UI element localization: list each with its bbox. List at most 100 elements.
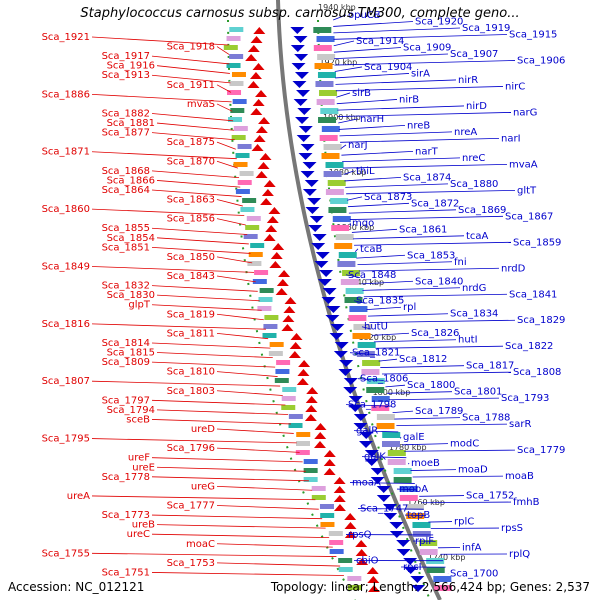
forward-gene-arrow <box>259 153 272 160</box>
reverse-leader-line <box>381 371 512 375</box>
reverse-gene-label: Sca_1779 <box>517 445 565 456</box>
reverse-leader-line <box>349 215 504 220</box>
kbp-labels: 1940 kbp 1920 kbp 1900 kbp 1880 kbp 1860 kbp… <box>316 2 476 563</box>
feature-box <box>399 495 418 501</box>
kbp-label-bg <box>356 332 407 343</box>
reverse-gene-label: Sca_1872 <box>411 198 459 209</box>
reverse-gene-label: rplC <box>454 517 474 528</box>
forward-gene-arrow <box>247 45 260 52</box>
forward-gene-label: Sca_1751 <box>102 567 150 578</box>
forward-gene-arrow <box>251 144 264 151</box>
forward-leader-line <box>216 199 243 207</box>
reverse-gene-arrow <box>322 288 337 295</box>
forward-leader-line <box>151 170 240 179</box>
reverse-gene-label: narI <box>501 133 521 144</box>
feature-box <box>320 513 335 518</box>
reverse-gene-label: Sca_1700 <box>450 569 498 580</box>
feature-box <box>332 216 351 222</box>
reverse-leader-line <box>362 287 461 291</box>
reverse-gene-label: Sca_1873 <box>364 192 412 203</box>
forward-leader-line <box>216 313 264 321</box>
reverse-leader-line <box>373 339 457 343</box>
forward-gene-arrow <box>252 99 265 106</box>
forward-leader-line <box>151 113 234 122</box>
kbp-label: 1800 kbp <box>373 388 411 397</box>
forward-gene-label: Sca_1755 <box>42 548 90 559</box>
forward-gene-arrow <box>344 522 357 529</box>
feature-box <box>348 585 363 590</box>
forward-leader-line <box>91 93 232 103</box>
forward-leader-line <box>91 36 229 46</box>
reverse-leader-line <box>333 47 402 53</box>
reverse-gene-label: Sca_1788 <box>462 413 510 424</box>
reverse-gene-label: nreC <box>462 153 485 164</box>
reverse-gene-arrow <box>317 279 332 286</box>
forward-gene-arrow <box>355 549 368 556</box>
reverse-leader-line <box>404 449 516 452</box>
reverse-gene-label: Sca_1806 <box>360 374 408 385</box>
forward-gene-arrow <box>305 396 318 403</box>
forward-gene-arrow <box>260 198 273 205</box>
reverse-gene-arrow <box>292 81 307 88</box>
feature-box <box>366 387 385 393</box>
kbp-label-bg <box>321 112 372 123</box>
feature-box <box>316 36 335 42</box>
feature-box <box>335 234 354 240</box>
feature-box <box>245 225 260 230</box>
feature-box <box>381 441 400 447</box>
reverse-leader-line <box>354 248 359 253</box>
reverse-leader-line <box>387 391 453 394</box>
forward-gene-label: Sca_1807 <box>42 376 90 387</box>
reverse-leader-line <box>378 358 398 362</box>
feature-box <box>399 486 418 492</box>
forward-gene-arrow <box>253 27 266 34</box>
forward-gene-arrow <box>276 279 289 286</box>
reverse-gene-label: Sca_1909 <box>403 42 451 53</box>
reverse-gene-label: opuCB <box>348 10 381 21</box>
forward-leader-line <box>151 304 262 311</box>
feature-box <box>243 234 258 239</box>
reverse-gene-arrow <box>348 405 363 412</box>
reverse-leader-line <box>402 443 449 446</box>
reverse-leader-line <box>339 131 453 137</box>
feature-box <box>412 531 431 537</box>
forward-gene-arrow <box>249 72 262 79</box>
feature-box <box>319 135 338 141</box>
forward-gene-label: ureE <box>132 462 155 473</box>
reverse-gene-arrow <box>308 225 323 232</box>
feature-box <box>405 504 424 510</box>
feature-box <box>281 396 296 401</box>
forward-leader-line <box>216 390 283 396</box>
reverse-gene-arrow <box>343 387 358 394</box>
reverse-gene-arrow <box>300 144 315 151</box>
forward-gene-arrow <box>283 306 296 313</box>
reverse-gene-arrow <box>389 522 404 529</box>
forward-gene-arrow <box>314 423 327 430</box>
feature-box <box>393 477 412 483</box>
reverse-leader-line <box>410 469 457 471</box>
forward-gene-label: moaC <box>186 539 215 550</box>
reverse-leader-line <box>388 397 500 401</box>
reverse-gene-arrow <box>376 495 391 502</box>
reverse-gene-arrow <box>309 216 324 223</box>
reverse-gene-label: fmhB <box>513 497 540 508</box>
reverse-leader-line <box>396 423 508 426</box>
reverse-gene-arrow <box>338 369 353 376</box>
reverse-gene-label: Sca_1800 <box>407 380 455 391</box>
reverse-leader-line <box>349 222 352 227</box>
feature-box <box>295 450 310 455</box>
reverse-leader-line <box>394 417 461 420</box>
forward-leader-line <box>216 84 232 93</box>
reverse-gene-arrow <box>296 90 311 97</box>
reverse-gene-arrow <box>330 324 345 331</box>
feature-box <box>348 315 367 321</box>
feature-box <box>419 540 438 546</box>
kbp-label: 1880 kbp <box>329 168 367 177</box>
reverse-gene-arrow <box>297 108 312 115</box>
forward-gene-arrow <box>323 459 336 466</box>
forward-leader-line <box>151 361 276 368</box>
reverse-leader-line <box>358 267 500 272</box>
reverse-gene-arrow <box>307 198 322 205</box>
reverse-gene-arrow <box>353 423 368 430</box>
